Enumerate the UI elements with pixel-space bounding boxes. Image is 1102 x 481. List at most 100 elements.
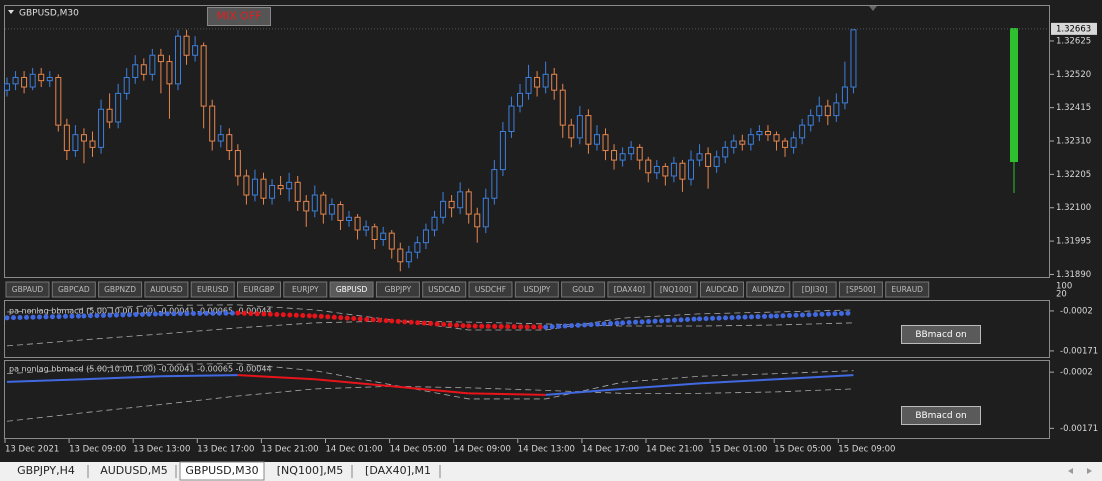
x-tick-label: 13 Dec 2021 [5, 445, 59, 455]
symbol-button[interactable] [700, 281, 744, 298]
tab-label[interactable]: [DAX40],M1 [365, 464, 431, 477]
symbol-button[interactable] [51, 281, 96, 298]
symbol-button[interactable] [746, 281, 791, 298]
candle-body [559, 89, 566, 126]
candle-body [850, 29, 857, 88]
symbol-button-label[interactable]: AUDNZD [752, 285, 785, 294]
symbol-button-label[interactable]: [SP500] [846, 285, 876, 294]
candle-body [576, 115, 583, 139]
candle-body [542, 73, 549, 88]
symbol-button-label[interactable]: GOLD [572, 285, 594, 294]
symbol-button[interactable] [885, 281, 930, 298]
symbol-button[interactable] [838, 281, 883, 298]
main-frame [4, 5, 1050, 278]
symbol-button[interactable] [422, 281, 467, 298]
candle-body [183, 35, 190, 56]
symbol-button-label[interactable]: EURGBP [244, 285, 275, 294]
symbol-button[interactable] [375, 281, 420, 298]
symbol-button[interactable] [792, 281, 837, 298]
candle-body [371, 226, 378, 241]
candle-body [286, 181, 293, 190]
symbol-button[interactable] [144, 281, 189, 298]
candle-body [38, 73, 45, 82]
symbol-button-label[interactable]: USDJPY [523, 285, 551, 294]
symbol-scale: 100 [1056, 282, 1072, 292]
x-tick-label: 14 Dec 09:00 [454, 445, 511, 455]
tab-label[interactable]: AUDUSD,M5 [100, 464, 168, 477]
indicator-line [776, 374, 854, 381]
band-lower [6, 385, 854, 422]
indicator-dots [697, 313, 779, 322]
candle-body [568, 124, 575, 139]
x-tick-label: 13 Dec 17:00 [197, 445, 254, 455]
symbol-button[interactable] [283, 281, 328, 298]
candle-body [251, 178, 258, 196]
symbol-button-label[interactable]: [DJI30] [802, 285, 828, 294]
tab-label[interactable]: GBPJPY,H4 [17, 464, 75, 477]
symbol-button[interactable] [190, 281, 235, 298]
symbol-button[interactable] [514, 281, 559, 298]
indicator-button[interactable] [901, 406, 981, 425]
tab-active[interactable] [179, 461, 265, 481]
symbol-button-label[interactable]: GBPAUD [12, 285, 44, 294]
indicator-button[interactable] [901, 325, 981, 344]
tab-scroll[interactable] [1068, 468, 1092, 474]
candle-body [337, 204, 344, 221]
symbol-button-label[interactable]: USDCHF [475, 285, 506, 294]
candle-body [140, 64, 147, 75]
candle-body [328, 204, 335, 215]
symbol-button-label[interactable]: [DAX40] [614, 285, 645, 294]
symbol-button-label[interactable]: AUDCAD [706, 285, 739, 294]
candle-body [679, 162, 686, 180]
symbol-button-label[interactable]: USDCAD [428, 285, 460, 294]
menu-arrow [8, 10, 14, 14]
candle-body [602, 134, 609, 152]
mix-button-label[interactable]: MIX OFF [216, 10, 261, 23]
candle-body [277, 185, 284, 190]
candle-body [636, 146, 643, 161]
symbol-button[interactable] [237, 281, 281, 298]
candle-body [346, 216, 352, 221]
last-price-box [1051, 22, 1097, 35]
symbol-button-label[interactable]: EURUSD [197, 285, 229, 294]
symbol-button[interactable] [98, 281, 143, 298]
candle-body [474, 213, 481, 228]
y-tick-label: 1.32520 [1056, 70, 1091, 80]
candle-body [89, 140, 96, 148]
symbol-button[interactable] [607, 281, 652, 298]
symbol-button[interactable] [468, 281, 513, 298]
tab-label[interactable]: [NQ100],M5 [277, 464, 343, 477]
indicator-dots [81, 311, 164, 319]
candle-body [397, 248, 404, 263]
symbol-button[interactable] [5, 281, 50, 298]
indicator-line [160, 374, 238, 378]
symbol-button[interactable] [329, 281, 374, 298]
symbol-button-label[interactable]: GBPNZD [104, 285, 136, 294]
symbol-button-label[interactable]: AUDUSD [150, 285, 183, 294]
x-tick-label: 15 Dec 01:00 [710, 445, 767, 455]
candle-body [21, 76, 28, 88]
symbol-button-label[interactable]: GBPUSD [336, 285, 368, 294]
symbol-button-label[interactable]: EURJPY [292, 285, 319, 294]
symbol-button[interactable] [561, 281, 606, 298]
indicator-button-label[interactable]: BBmacd on [915, 411, 966, 421]
symbol-button-label[interactable]: GBPCAD [58, 285, 90, 294]
indicator-dots [4, 313, 87, 321]
symbol-button-label[interactable]: GBPJPY [385, 285, 412, 294]
y-tick-label: -0.0002 [1060, 368, 1093, 378]
ind2-frame [4, 360, 1050, 439]
indicator-label: pa nonlag bbmacd (5.00,10.00,1.00) -0.00… [9, 307, 272, 316]
mix-button[interactable] [207, 7, 271, 26]
tab-label[interactable]: GBPUSD,M30 [185, 464, 258, 477]
candle-body [209, 105, 216, 142]
indicator-button-label[interactable]: BBmacd on [915, 330, 966, 340]
background [0, 0, 1102, 462]
candle-body [132, 64, 139, 78]
symbol-button-label[interactable]: EURAUD [891, 285, 923, 294]
candle-body [611, 150, 618, 161]
candle-body [414, 242, 421, 253]
indicator-line [314, 378, 392, 388]
symbol-button[interactable] [653, 281, 698, 298]
candle-body [739, 140, 746, 145]
symbol-button-label[interactable]: [NQ100] [660, 285, 692, 294]
